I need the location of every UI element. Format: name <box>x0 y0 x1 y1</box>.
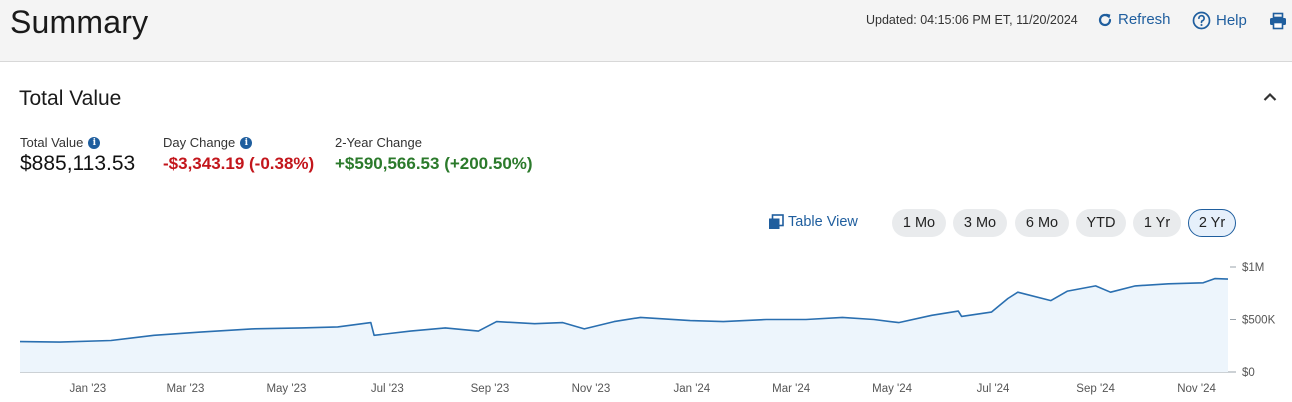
range-2yr[interactable]: 2 Yr <box>1188 209 1236 237</box>
y-tick-label: $1M <box>1242 262 1264 274</box>
page-title: Summary <box>10 4 149 40</box>
range-1yr[interactable]: 1 Yr <box>1133 209 1181 237</box>
x-tick-label: Jan '24 <box>673 383 710 395</box>
day-change-metric: Day Change i -$3,343.19 (-0.38%) <box>163 135 314 174</box>
refresh-label: Refresh <box>1118 11 1171 28</box>
total-value: $885,113.53 <box>20 152 136 175</box>
y-tick-label: $0 <box>1242 367 1255 379</box>
x-tick-label: May '23 <box>266 383 306 395</box>
y-tick-label: $500K <box>1242 315 1276 327</box>
help-icon <box>1192 11 1211 30</box>
x-tick-label: Sep '24 <box>1076 383 1115 395</box>
print-icon <box>1270 12 1286 30</box>
help-label: Help <box>1216 12 1247 29</box>
two-year-change-label: 2-Year Change <box>335 135 422 150</box>
section-title: Total Value <box>19 87 122 110</box>
series-area <box>20 278 1228 372</box>
info-icon[interactable]: i <box>88 136 101 149</box>
x-tick-label: Mar '23 <box>166 383 204 395</box>
summary-header: Summary Updated: 04:15:06 PM ET, 11/20/2… <box>0 0 1292 62</box>
table-view-icon <box>769 214 784 229</box>
range-6mo[interactable]: 6 Mo <box>1015 209 1069 237</box>
table-view-button[interactable]: Table View <box>768 214 858 230</box>
range-ytd[interactable]: YTD <box>1076 209 1126 237</box>
x-tick-label: Jan '23 <box>69 383 106 395</box>
table-view-label: Table View <box>788 214 858 230</box>
refresh-icon <box>1098 13 1112 26</box>
x-tick-label: Nov '23 <box>572 383 611 395</box>
day-change-value: -$3,343.19 (-0.38%) <box>163 154 315 173</box>
collapse-toggle[interactable] <box>1262 90 1278 108</box>
info-icon[interactable]: i <box>240 136 253 149</box>
total-value-label: Total Value <box>20 135 84 150</box>
range-3mo[interactable]: 3 Mo <box>953 209 1007 237</box>
x-tick-label: Jul '24 <box>977 383 1010 395</box>
updated-timestamp: Updated: 04:15:06 PM ET, 11/20/2024 <box>866 13 1078 27</box>
refresh-button[interactable]: Refresh <box>1097 11 1171 28</box>
x-tick-label: Nov '24 <box>1177 383 1216 395</box>
x-tick-label: Mar '24 <box>772 383 811 395</box>
two-year-change-value: +$590,566.53 (+200.50%) <box>335 154 533 173</box>
range-1mo[interactable]: 1 Mo <box>892 209 946 237</box>
day-change-label: Day Change <box>163 135 236 150</box>
x-tick-label: Jul '23 <box>371 383 404 395</box>
total-value-chart: $1M $500K $0 Jan '23 Mar '23 May '23 Jul '23 Se… <box>19 262 1276 395</box>
two-year-change-metric: 2-Year Change +$590,566.53 (+200.50%) <box>335 135 533 174</box>
print-button[interactable] <box>1269 12 1287 30</box>
x-tick-label: Sep '23 <box>471 383 510 395</box>
series-line <box>19 277 1229 343</box>
help-button[interactable]: Help <box>1192 11 1247 30</box>
chevron-up-icon <box>1263 92 1277 101</box>
total-value-metric: Total Value i $885,113.53 <box>20 135 135 176</box>
x-tick-label: May '24 <box>872 383 913 395</box>
